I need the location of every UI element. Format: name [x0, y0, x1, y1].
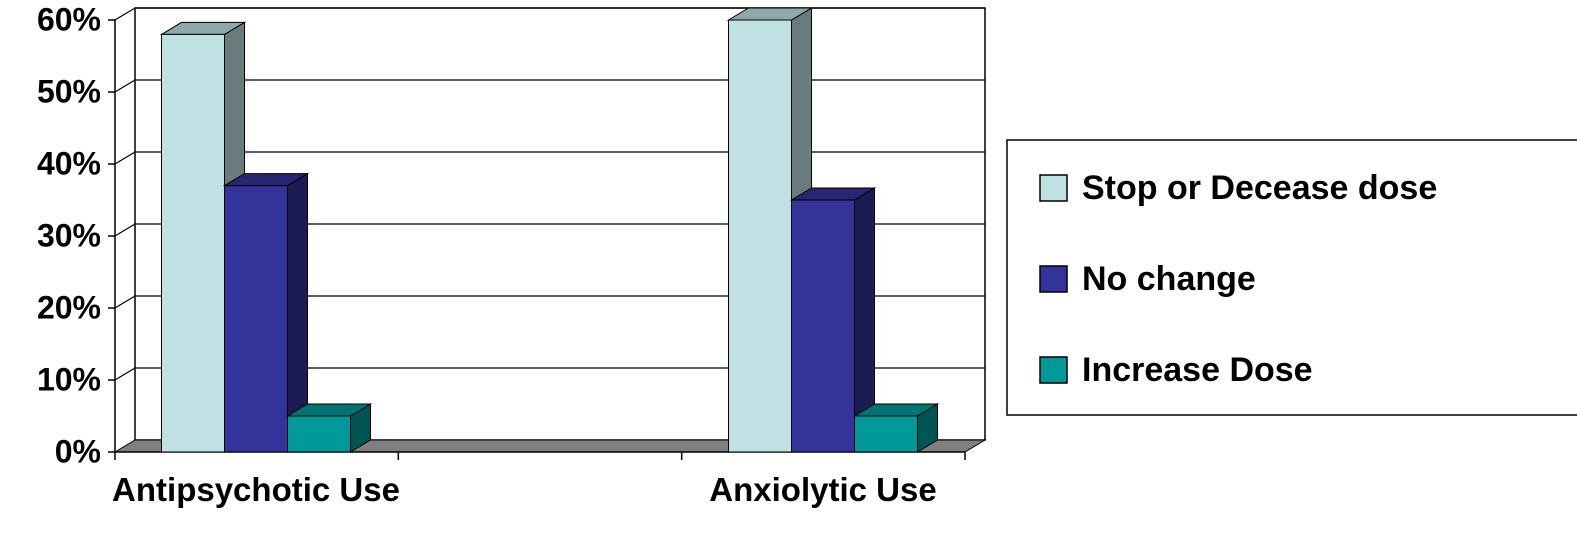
legend-box	[1006, 139, 1577, 416]
legend-label: No change	[1082, 260, 1256, 298]
grid-line-side	[114, 7, 136, 21]
grid-line-side	[114, 295, 136, 309]
legend-swatch	[1039, 174, 1068, 202]
bar	[224, 185, 288, 453]
legend-label: Increase Dose	[1082, 351, 1313, 389]
y-tick-label: 50%	[37, 73, 101, 109]
grid-line-side	[114, 151, 136, 165]
bar	[791, 199, 855, 453]
bar	[161, 33, 225, 453]
bar	[287, 415, 351, 453]
bar	[728, 19, 792, 453]
x-tick-label: Anxiolytic Use	[709, 471, 937, 508]
legend-label: Stop or Decease dose	[1082, 169, 1437, 207]
legend-swatch	[1039, 356, 1068, 384]
y-tick-label: 30%	[37, 217, 101, 253]
grid-line-side	[114, 79, 136, 93]
y-tick-label: 20%	[37, 289, 101, 325]
y-tick-label: 60%	[37, 1, 101, 37]
y-tick-label: 10%	[37, 361, 101, 397]
y-tick-label: 40%	[37, 145, 101, 181]
legend-swatch	[1039, 265, 1068, 293]
grid-line-side	[114, 223, 136, 237]
y-tick-label: 0%	[55, 433, 101, 469]
grid-line-side	[114, 367, 136, 381]
bar	[854, 415, 918, 453]
x-tick-label: Antipsychotic Use	[112, 471, 400, 508]
